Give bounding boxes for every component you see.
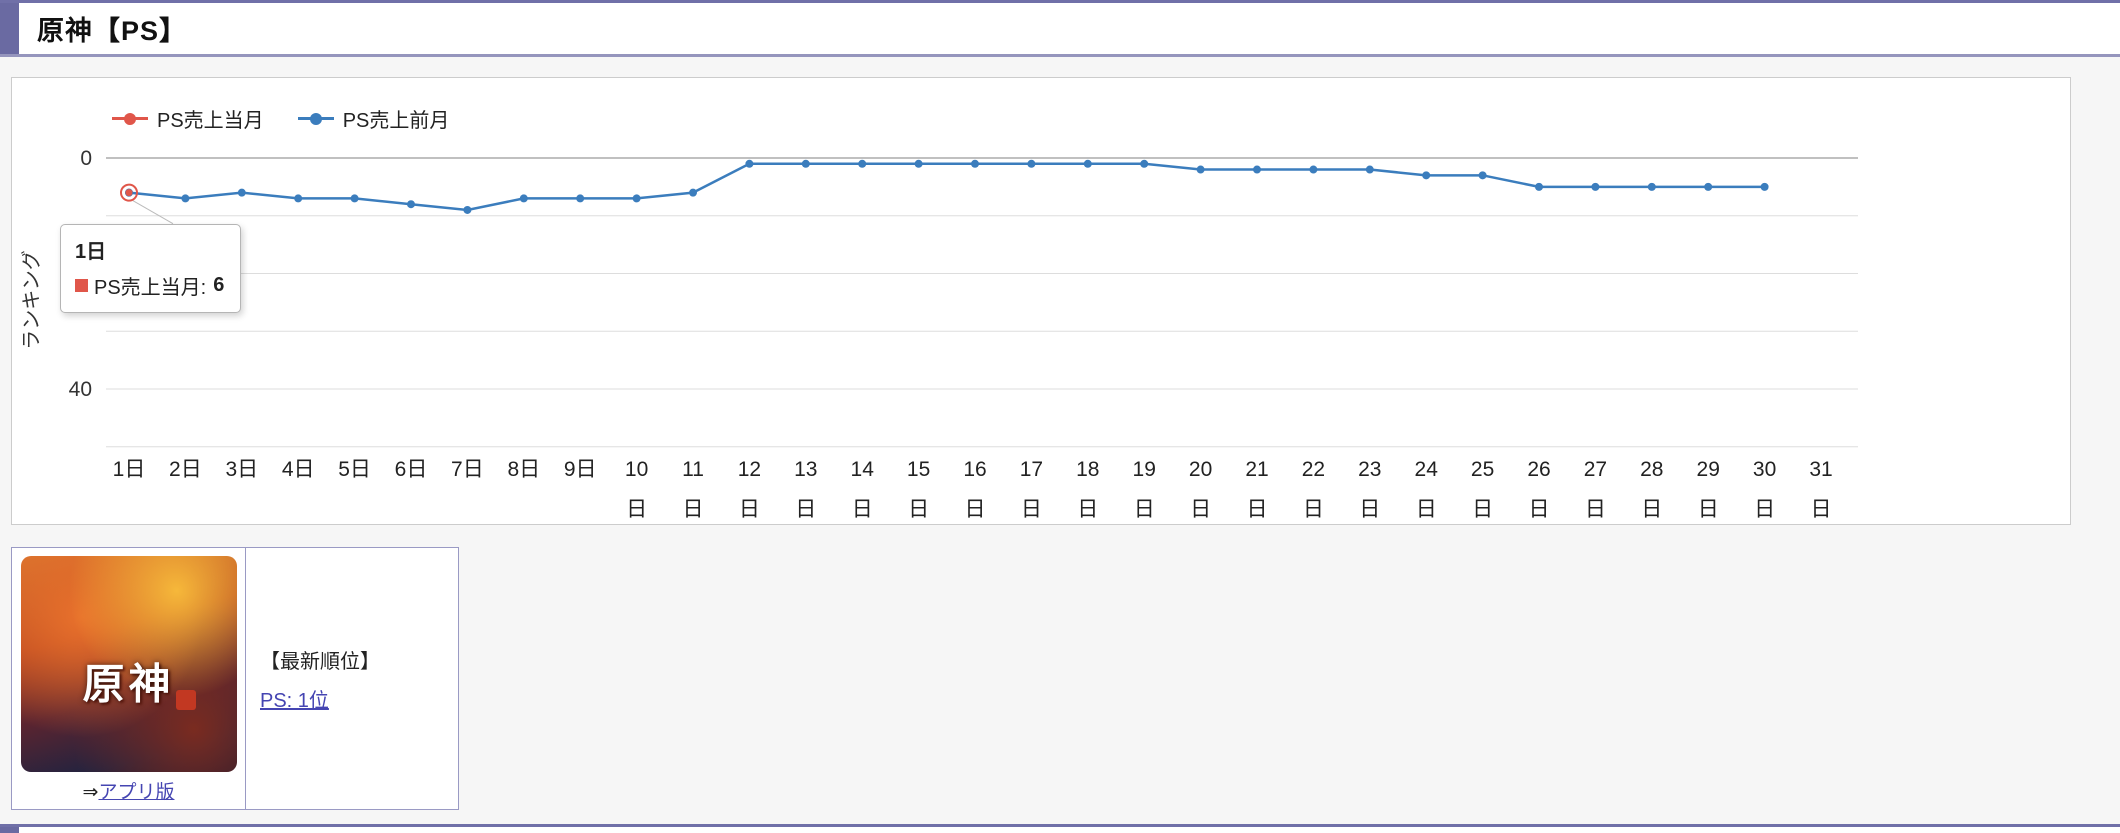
- svg-text:29日: 29 日: [1697, 458, 1720, 521]
- svg-text:15日: 15 日: [907, 458, 930, 521]
- svg-text:8日: 8日: [507, 458, 540, 481]
- tooltip-series-marker-icon: [75, 279, 88, 292]
- svg-text:1日: 1日: [113, 458, 146, 481]
- app-version-link[interactable]: アプリ版: [98, 782, 175, 803]
- next-section-header-partial: [0, 824, 2120, 833]
- svg-text:27日: 27 日: [1584, 458, 1607, 521]
- ranking-line-chart[interactable]: 0 40 ランキング 1日 2日 3日 4日 5日 6日 7日 8日 9日 10 日 11 日 12 日 13 日 14…: [12, 78, 2070, 524]
- svg-text:10日: 10 日: [625, 458, 648, 521]
- page-header: 原神【PS】: [0, 0, 2120, 57]
- legend-label-current: PS売上当月: [157, 110, 264, 132]
- svg-text:12日: 12 日: [738, 458, 761, 521]
- app-version-caption: ⇒アプリ版: [83, 777, 175, 804]
- latest-rank-cell: 【最新順位】 PS: 1位: [245, 548, 458, 809]
- next-header-accent-block: [0, 827, 19, 833]
- svg-text:3日: 3日: [225, 458, 258, 481]
- svg-text:28日: 28 日: [1640, 458, 1663, 521]
- svg-text:9日: 9日: [564, 458, 597, 481]
- tooltip-series-row: PS売上当月: 6: [75, 271, 224, 300]
- svg-text:6日: 6日: [395, 458, 428, 481]
- svg-text:21日: 21 日: [1245, 458, 1268, 521]
- tooltip-series-value: 6: [213, 274, 225, 296]
- page-title: 原神【PS】: [37, 16, 188, 46]
- svg-text:26日: 26 日: [1527, 458, 1550, 521]
- arrow-glyph: ⇒: [82, 782, 99, 803]
- svg-text:14日: 14 日: [851, 458, 875, 521]
- game-info-box: 原神 ⇒アプリ版 【最新順位】 PS: 1位: [11, 547, 459, 810]
- game-cover-image: 原神: [20, 556, 237, 772]
- game-logo-seal-icon: [176, 689, 197, 710]
- svg-text:7日: 7日: [451, 458, 484, 481]
- svg-text:40: 40: [69, 378, 92, 401]
- svg-text:17日: 17 日: [1020, 458, 1043, 521]
- legend-line-marker-current: [112, 117, 148, 120]
- svg-text:25日: 25 日: [1471, 458, 1494, 521]
- svg-text:13日: 13 日: [794, 458, 817, 521]
- svg-text:19日: 19 日: [1133, 458, 1156, 521]
- svg-text:16日: 16 日: [963, 458, 986, 521]
- ps-rank-link[interactable]: PS: 1位: [260, 689, 329, 712]
- svg-text:2日: 2日: [169, 458, 202, 481]
- svg-text:31日: 31 日: [1809, 458, 1832, 521]
- legend-item-previous-month[interactable]: PS売上前月: [297, 104, 450, 133]
- svg-text:4日: 4日: [282, 458, 315, 481]
- tooltip-day: 1日: [75, 241, 107, 263]
- svg-text:20日: 20 日: [1189, 458, 1212, 521]
- game-cover-cell: 原神 ⇒アプリ版: [12, 548, 245, 809]
- tooltip-series-label: PS売上当月:: [94, 277, 207, 299]
- svg-text:22日: 22 日: [1302, 458, 1325, 521]
- latest-rank-heading: 【最新順位】: [260, 650, 380, 673]
- header-accent-block: [0, 3, 19, 54]
- svg-text:18日: 18 日: [1076, 458, 1099, 521]
- svg-text:0: 0: [80, 147, 92, 170]
- svg-text:23日: 23 日: [1358, 458, 1381, 521]
- chart-legend: PS売上当月 PS売上前月: [112, 104, 449, 133]
- legend-item-current-month[interactable]: PS売上当月: [112, 104, 264, 133]
- chart-tooltip: 1日 PS売上当月: 6: [60, 224, 242, 313]
- legend-label-previous: PS売上前月: [342, 110, 450, 132]
- game-logo-text: 原神: [82, 660, 175, 708]
- svg-text:24日: 24 日: [1415, 458, 1439, 521]
- svg-text:5日: 5日: [338, 458, 371, 481]
- ranking-chart-panel: PS売上当月 PS売上前月 0 40 ランキング 1日 2日 3日 4日 5日 6日 7日 8日 9日…: [11, 77, 2071, 525]
- svg-text:ランキング: ランキング: [20, 250, 43, 349]
- svg-text:11日: 11 日: [682, 458, 704, 521]
- svg-text:30日: 30 日: [1753, 458, 1776, 521]
- legend-line-marker-previous: [297, 117, 334, 120]
